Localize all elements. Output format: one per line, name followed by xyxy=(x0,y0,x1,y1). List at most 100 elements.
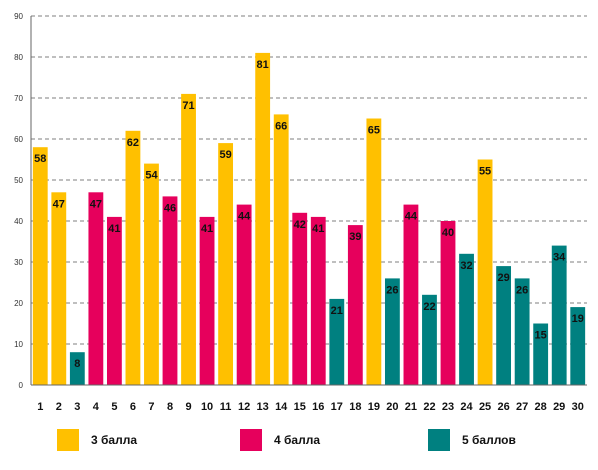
x-axis-ticks: 1 2 3 4 5 6 7 8 9 10 11 12 13 14 15 16 17 18 19 20 21 22 23 24 2… xyxy=(37,401,584,413)
legend-item-3: 3 балла xyxy=(57,429,137,451)
data-label-28: 15 xyxy=(535,330,547,342)
legend-label-3: 3 балла xyxy=(91,433,138,447)
y-tick-label: 50 xyxy=(14,176,23,185)
data-label-14: 66 xyxy=(275,120,287,132)
data-label-29: 34 xyxy=(553,252,566,264)
grid-lines xyxy=(31,15,587,345)
bar-22 xyxy=(422,294,437,385)
x-tick-label: 11 xyxy=(220,401,232,413)
y-tick-label: 70 xyxy=(14,94,23,103)
y-axis-ticks: 0 10 20 30 40 50 60 70 80 90 xyxy=(14,12,23,390)
bar-27 xyxy=(514,278,530,385)
legend-label-4: 4 балла xyxy=(274,433,321,447)
x-tick-label: 2 xyxy=(56,401,62,413)
data-label-12: 44 xyxy=(238,211,251,223)
bar-7 xyxy=(144,163,159,385)
legend-swatch-5 xyxy=(428,429,450,451)
x-tick-label: 19 xyxy=(368,401,380,413)
data-label-4: 47 xyxy=(90,198,102,210)
data-label-26: 29 xyxy=(497,272,509,284)
data-label-16: 41 xyxy=(312,223,324,235)
data-label-24: 32 xyxy=(460,260,472,272)
y-tick-label: 30 xyxy=(14,258,23,267)
legend: 3 балла 4 балла 5 баллов xyxy=(0,425,598,460)
bar-8 xyxy=(162,196,178,385)
x-tick-label: 30 xyxy=(572,401,584,413)
y-tick-label: 20 xyxy=(14,299,23,308)
data-label-13: 81 xyxy=(257,59,269,71)
bar-19 xyxy=(366,118,382,385)
x-tick-label: 8 xyxy=(167,401,173,413)
legend-label-5: 5 баллов xyxy=(462,433,516,447)
x-tick-label: 29 xyxy=(553,401,565,413)
bar-16 xyxy=(310,216,326,385)
data-label-3: 8 xyxy=(74,358,80,370)
y-tick-label: 40 xyxy=(14,217,23,226)
x-tick-label: 24 xyxy=(460,401,473,413)
y-tick-label: 10 xyxy=(14,340,23,349)
bar-1 xyxy=(32,147,48,385)
data-label-6: 62 xyxy=(127,137,139,149)
y-tick-label: 60 xyxy=(14,135,23,144)
bar-2 xyxy=(51,192,67,385)
bar-11 xyxy=(218,143,234,385)
data-label-8: 46 xyxy=(164,202,176,214)
x-tick-label: 26 xyxy=(497,401,509,413)
bar-10 xyxy=(199,216,215,385)
bar-17 xyxy=(329,298,345,385)
bar-30 xyxy=(570,307,586,385)
bar-23 xyxy=(440,221,456,385)
x-tick-label: 7 xyxy=(148,401,154,413)
data-label-7: 54 xyxy=(145,170,158,182)
x-tick-label: 6 xyxy=(130,401,136,413)
data-label-9: 71 xyxy=(182,100,194,112)
data-label-25: 55 xyxy=(479,166,491,178)
x-tick-label: 17 xyxy=(331,401,343,413)
y-tick-label: 90 xyxy=(14,12,23,21)
x-tick-label: 14 xyxy=(275,401,288,413)
data-label-30: 19 xyxy=(572,313,584,325)
data-label-5: 41 xyxy=(108,223,120,235)
x-tick-label: 22 xyxy=(423,401,435,413)
x-tick-label: 13 xyxy=(257,401,269,413)
bar-26 xyxy=(496,266,512,385)
bar-12 xyxy=(236,204,252,385)
x-tick-label: 9 xyxy=(185,401,191,413)
bar-5 xyxy=(106,216,122,385)
x-tick-label: 3 xyxy=(74,401,80,413)
data-label-10: 41 xyxy=(201,223,213,235)
data-labels: 58 47 8 47 41 62 54 46 71 41 59 44 81 66 42 41 21 39 65 26 4… xyxy=(34,59,584,370)
bar-6 xyxy=(125,130,141,385)
bar-15 xyxy=(292,212,308,385)
data-label-23: 40 xyxy=(442,227,454,239)
bar-29 xyxy=(551,245,567,385)
bar-20 xyxy=(384,278,400,385)
bar-18 xyxy=(347,225,363,385)
data-label-19: 65 xyxy=(368,125,380,137)
x-tick-label: 16 xyxy=(312,401,324,413)
x-tick-label: 10 xyxy=(201,401,213,413)
bar-4 xyxy=(88,192,104,385)
data-label-1: 58 xyxy=(34,153,46,165)
legend-swatch-3 xyxy=(57,429,79,451)
bar-21 xyxy=(403,204,419,385)
x-tick-label: 5 xyxy=(111,401,117,413)
bar-14 xyxy=(273,114,289,386)
x-tick-label: 18 xyxy=(349,401,361,413)
x-tick-label: 28 xyxy=(535,401,547,413)
x-tick-label: 12 xyxy=(238,401,250,413)
data-label-11: 59 xyxy=(219,149,231,161)
bars xyxy=(32,52,586,386)
bar-13 xyxy=(255,52,271,386)
data-label-27: 26 xyxy=(516,284,528,296)
x-tick-label: 25 xyxy=(479,401,491,413)
x-tick-label: 27 xyxy=(516,401,528,413)
bar-28 xyxy=(533,323,549,385)
x-tick-label: 1 xyxy=(37,401,43,413)
bar-25 xyxy=(477,159,493,385)
x-tick-label: 21 xyxy=(405,401,417,413)
bar-9 xyxy=(181,93,196,386)
legend-swatch-4 xyxy=(240,429,262,451)
bar-3 xyxy=(69,352,85,385)
